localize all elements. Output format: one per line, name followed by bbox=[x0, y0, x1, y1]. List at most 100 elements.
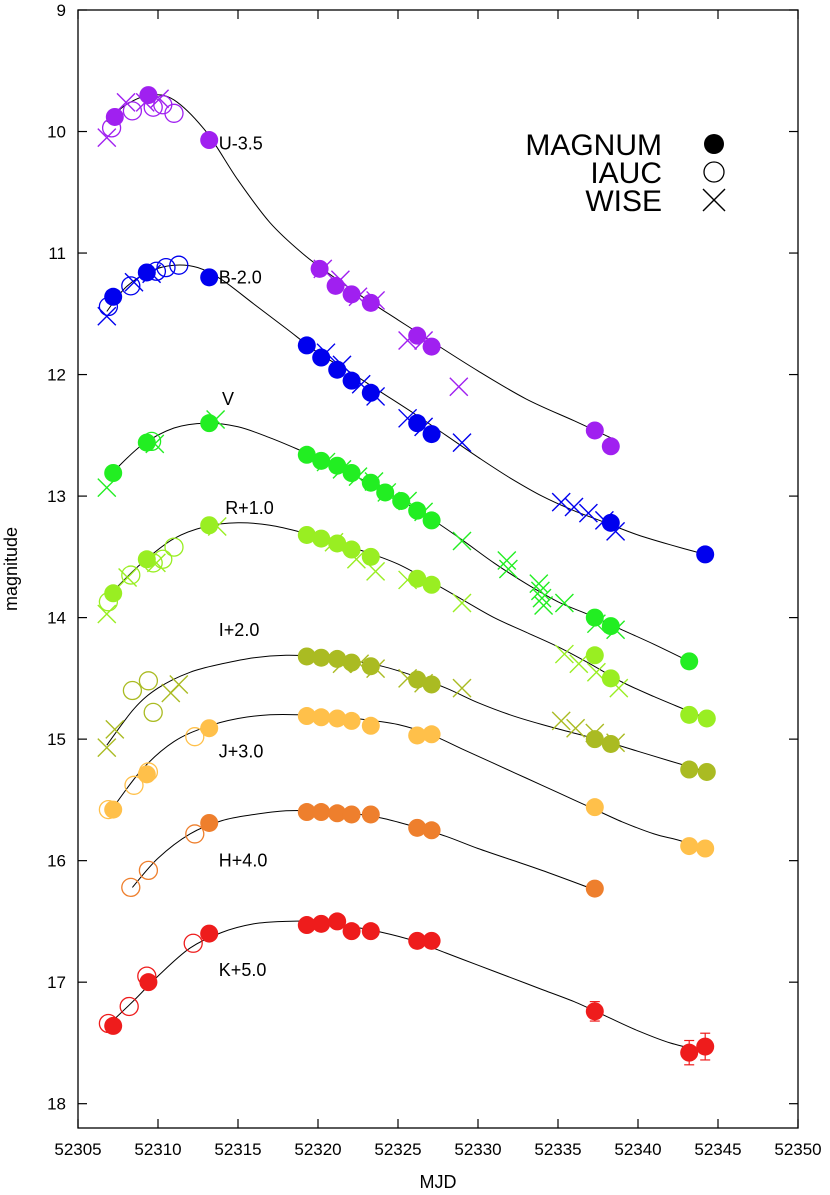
magnum-point bbox=[297, 803, 316, 822]
iauc-point bbox=[185, 727, 205, 747]
iauc-point bbox=[138, 671, 159, 691]
magnum-point bbox=[200, 414, 219, 433]
magnum-point bbox=[585, 646, 604, 665]
iauc-point bbox=[143, 702, 163, 723]
magnum-point bbox=[422, 931, 441, 950]
wise-point bbox=[551, 711, 571, 731]
wise-point bbox=[569, 654, 589, 674]
magnum-point bbox=[342, 540, 361, 559]
band-label: V bbox=[222, 389, 234, 409]
x-tick-label: 52350 bbox=[774, 1140, 821, 1159]
wise-point bbox=[534, 595, 554, 615]
wise-point bbox=[554, 593, 574, 613]
x-tick-label: 52340 bbox=[614, 1140, 661, 1159]
y-tick-label: 12 bbox=[47, 366, 66, 385]
magnum-point bbox=[139, 86, 158, 105]
wise-point bbox=[532, 588, 552, 608]
magnum-point bbox=[310, 259, 329, 278]
magnum-point bbox=[104, 463, 123, 482]
magnum-point bbox=[422, 675, 441, 694]
magnum-point bbox=[328, 649, 347, 668]
x-tick-label: 52345 bbox=[694, 1140, 741, 1159]
wise-point bbox=[366, 561, 386, 581]
magnum-point bbox=[312, 529, 331, 548]
iauc-point bbox=[119, 996, 139, 1017]
wise-point bbox=[452, 531, 472, 551]
magnum-point bbox=[312, 708, 331, 727]
magnum-point bbox=[408, 414, 427, 433]
magnum-point bbox=[422, 821, 441, 840]
wise-point bbox=[551, 492, 571, 512]
band-label: H+4.0 bbox=[219, 851, 268, 871]
wise-point bbox=[497, 550, 517, 570]
magnum-point bbox=[139, 973, 158, 992]
magnum-point bbox=[696, 1037, 715, 1056]
x-tick-label: 52335 bbox=[534, 1140, 581, 1159]
wise-point bbox=[97, 738, 117, 758]
magnum-point bbox=[328, 456, 347, 475]
magnum-point bbox=[297, 336, 316, 355]
x-tick-label: 52315 bbox=[214, 1140, 261, 1159]
wise-point bbox=[452, 678, 472, 698]
wise-point bbox=[554, 644, 574, 664]
iauc-point bbox=[185, 824, 205, 844]
y-axis-title: magnitude bbox=[1, 527, 21, 611]
wise-point bbox=[606, 521, 626, 541]
wise-point bbox=[97, 306, 117, 326]
band-labels: U-3.5 B-2.0 V R+1.0 I+2.0 J+3.0 H+4.0 K+5.0 bbox=[219, 134, 274, 980]
magnum-point bbox=[342, 371, 361, 390]
magnum-point bbox=[422, 337, 441, 356]
wise-point bbox=[452, 593, 472, 613]
magnum-point bbox=[422, 725, 441, 744]
series-group bbox=[97, 647, 716, 781]
iauc-point bbox=[169, 255, 189, 275]
magnum-point bbox=[342, 285, 361, 304]
x-tick-label: 52320 bbox=[294, 1140, 341, 1159]
magnum-point bbox=[328, 360, 347, 379]
magnum-point bbox=[104, 1016, 123, 1035]
magnum-point bbox=[585, 1002, 604, 1021]
wise-point bbox=[346, 549, 366, 569]
series-group bbox=[97, 86, 620, 456]
magnum-point bbox=[200, 813, 219, 832]
magnum-point bbox=[601, 437, 620, 456]
magnum-point bbox=[422, 511, 441, 530]
magnum-point bbox=[105, 107, 124, 126]
series-group bbox=[98, 912, 715, 1066]
magnum-point bbox=[361, 805, 380, 824]
series-group bbox=[97, 410, 699, 671]
x-tick-label: 52310 bbox=[134, 1140, 181, 1159]
magnum-point bbox=[680, 652, 699, 671]
magnum-point bbox=[361, 293, 380, 312]
magnum-point bbox=[104, 287, 123, 306]
wise-point bbox=[566, 718, 586, 738]
magnum-point bbox=[601, 734, 620, 753]
y-tick-label: 13 bbox=[47, 487, 66, 506]
y-tick-label: 10 bbox=[47, 123, 66, 142]
magnum-point bbox=[297, 647, 316, 666]
wise-point bbox=[609, 678, 629, 698]
wise-point bbox=[351, 374, 371, 394]
magnum-point bbox=[328, 804, 347, 823]
magnum-point bbox=[200, 516, 219, 535]
magnum-point bbox=[312, 348, 331, 367]
magnum-point bbox=[376, 483, 395, 502]
magnum-point bbox=[680, 837, 699, 856]
y-tick-label: 11 bbox=[48, 244, 66, 263]
wise-point bbox=[564, 497, 584, 517]
magnum-point bbox=[312, 451, 331, 470]
x-tick-label: 52325 bbox=[374, 1140, 421, 1159]
magnum-point bbox=[297, 525, 316, 544]
magnum-point bbox=[137, 765, 156, 784]
wise-point bbox=[586, 662, 606, 682]
magnum-point bbox=[361, 383, 380, 402]
magnum-point bbox=[361, 473, 380, 492]
wise-point bbox=[449, 377, 469, 397]
magnum-point bbox=[422, 575, 441, 594]
wise-point bbox=[146, 553, 166, 573]
magnum-point bbox=[408, 569, 427, 588]
magnum-point bbox=[408, 818, 427, 837]
magnum-point bbox=[408, 326, 427, 345]
iauc-point bbox=[124, 775, 144, 795]
